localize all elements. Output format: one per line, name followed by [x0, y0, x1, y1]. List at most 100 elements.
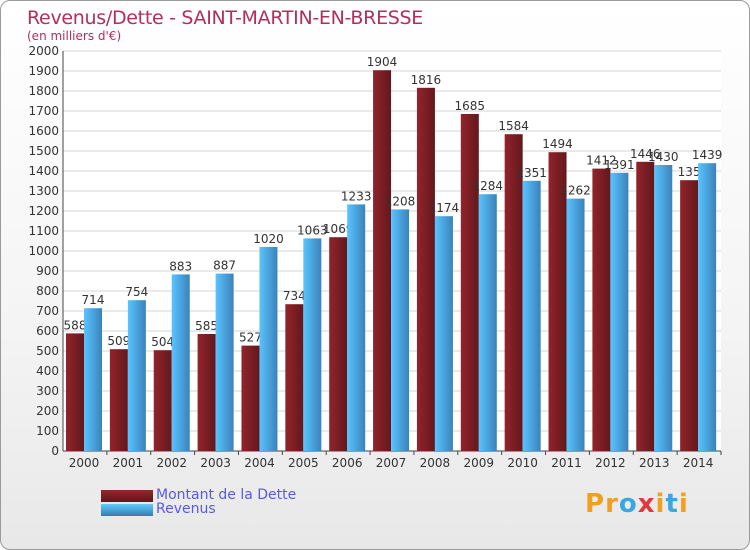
y-tick-label: 1000	[28, 244, 59, 258]
data-label-dette: 585	[195, 319, 218, 333]
bar-revenus	[610, 172, 629, 452]
y-tick-label: 1900	[28, 64, 59, 78]
bar-revenus	[127, 300, 146, 451]
bar-dette	[197, 334, 216, 451]
bar-dette	[548, 152, 567, 451]
y-tick-label: 1300	[28, 184, 59, 198]
data-label-dette: 527	[239, 331, 262, 345]
bar-dette	[285, 304, 304, 451]
data-label-dette: 1069	[323, 222, 354, 236]
data-label-dette: 1494	[542, 137, 573, 151]
bar-revenus	[698, 163, 717, 451]
x-tick-label: 2003	[200, 456, 231, 470]
bar-revenus	[347, 204, 366, 451]
legend-item-dette: Montant de la Dette	[101, 488, 296, 503]
logo-letter: r	[605, 489, 619, 519]
y-tick-label: 300	[36, 384, 59, 398]
x-tick-label: 2007	[376, 456, 407, 470]
x-tick-label: 2013	[639, 456, 670, 470]
data-label-revenus: 714	[82, 293, 105, 307]
data-label-revenus: 1351	[516, 166, 547, 180]
data-label-dette: 734	[283, 289, 306, 303]
data-label-revenus: 887	[213, 259, 236, 273]
bar-revenus	[478, 194, 497, 451]
data-label-dette: 1904	[367, 55, 398, 69]
data-label-dette: 1584	[498, 119, 529, 133]
data-label-dette: 1816	[411, 73, 442, 87]
data-label-revenus: 1063	[297, 223, 328, 237]
x-tick-label: 2009	[464, 456, 495, 470]
logo-letter: o	[618, 489, 638, 519]
y-tick-label: 700	[36, 304, 59, 318]
y-tick-label: 1200	[28, 204, 59, 218]
bar-revenus	[522, 180, 541, 452]
y-tick-label: 2000	[28, 44, 59, 58]
x-tick-label: 2006	[332, 456, 363, 470]
x-tick-label: 2014	[683, 456, 714, 470]
bar-revenus	[84, 308, 102, 451]
data-label-dette: 135	[678, 165, 701, 179]
bar-revenus	[566, 198, 585, 451]
y-tick-label: 500	[36, 344, 59, 358]
y-tick-label: 1400	[28, 164, 59, 178]
bar-revenus	[171, 274, 190, 451]
data-label-dette: 1685	[455, 99, 486, 113]
bar-dette	[109, 349, 128, 451]
data-label-dette: 504	[151, 335, 174, 349]
y-tick-label: 1600	[28, 124, 59, 138]
logo-letter: t	[665, 489, 679, 519]
data-label-dette: 1412	[586, 154, 617, 168]
x-tick-label: 2002	[156, 456, 187, 470]
data-label-revenus: 1284	[473, 179, 504, 193]
bar-revenus	[434, 216, 453, 451]
y-tick-label: 400	[36, 364, 59, 378]
y-tick-label: 600	[36, 324, 59, 338]
data-label-revenus: 1208	[385, 194, 416, 208]
x-tick-label: 2004	[244, 456, 275, 470]
bar-dette	[241, 345, 260, 451]
y-tick-label: 1500	[28, 144, 59, 158]
bar-revenus	[303, 238, 322, 451]
bar-revenus	[654, 165, 673, 451]
bar-dette	[460, 114, 479, 451]
x-tick-label: 2008	[420, 456, 451, 470]
y-tick-label: 1100	[28, 224, 59, 238]
y-tick-label: 200	[36, 404, 59, 418]
legend-label-revenus: Revenus	[156, 501, 216, 517]
data-label-revenus: 1391	[604, 158, 635, 172]
data-label-revenus: 1439	[692, 148, 723, 162]
x-tick-label: 2012	[595, 456, 626, 470]
logo-letter: i	[678, 489, 689, 519]
y-tick-label: 0	[51, 444, 59, 458]
data-label-dette: 588	[64, 318, 87, 332]
data-label-dette: 1446	[630, 147, 661, 161]
bar-dette	[373, 70, 392, 451]
bar-dette	[592, 168, 611, 451]
y-tick-label: 100	[36, 424, 59, 438]
data-label-revenus: 1174	[429, 201, 460, 215]
data-label-revenus: 883	[169, 259, 192, 273]
x-tick-label: 2001	[113, 456, 144, 470]
legend-swatch-revenus	[101, 503, 153, 516]
x-tick-label: 2010	[507, 456, 538, 470]
bar-dette	[416, 87, 435, 452]
legend-item-revenus: Revenus	[101, 502, 216, 517]
y-tick-label: 900	[36, 264, 59, 278]
logo-letter: x	[637, 489, 656, 519]
logo-letter: i	[655, 489, 666, 519]
logo-letter: P	[585, 489, 606, 519]
data-label-dette: 509	[107, 334, 130, 348]
bar-revenus	[215, 273, 234, 451]
bar-revenus	[391, 209, 410, 451]
data-label-revenus: 1020	[253, 232, 284, 246]
chart-subtitle: (en milliers d'€)	[27, 29, 122, 43]
y-tick-label: 800	[36, 284, 59, 298]
chart-title: Revenus/Dette - SAINT-MARTIN-EN-BRESSE	[27, 7, 423, 29]
bar-dette	[636, 161, 655, 452]
y-tick-label: 1700	[28, 104, 59, 118]
bar-dette	[504, 134, 523, 451]
data-label-revenus: 1430	[648, 150, 679, 164]
bar-dette	[66, 333, 84, 451]
